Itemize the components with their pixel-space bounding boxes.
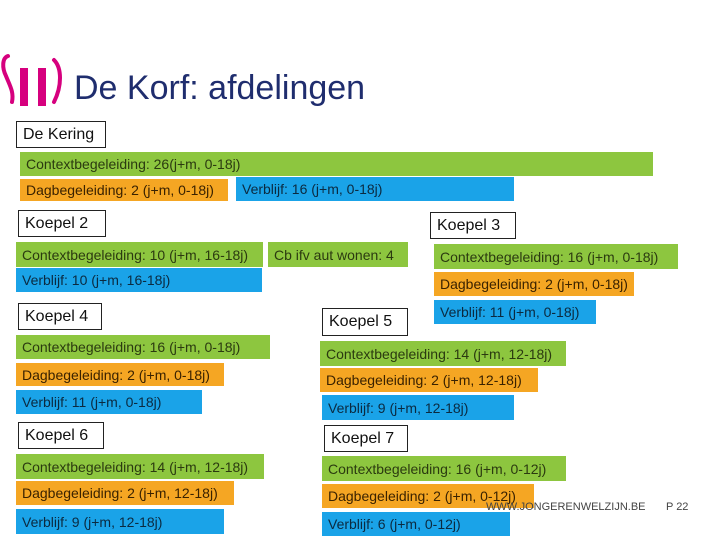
kering-label: De Kering [16,121,106,148]
koepel7-dag: Dagbegeleiding: 2 (j+m, 0-12j) [322,484,534,508]
jongerenwelzijn-logo [1,54,62,106]
koepel7-context: Contextbegeleiding: 16 (j+m, 0-12j) [322,456,566,481]
koepel4-verblijf: Verblijf: 11 (j+m, 0-18j) [16,390,202,414]
koepel7-verblijf: Verblijf: 6 (j+m, 0-12j) [322,512,510,536]
koepel3-verblijf: Verblijf: 11 (j+m, 0-18j) [434,300,596,324]
koepel3-dag: Dagbegeleiding: 2 (j+m, 0-18j) [434,272,634,296]
koepel3-label: Koepel 3 [430,212,516,239]
koepel6-label: Koepel 6 [18,422,104,449]
koepel5-context: Contextbegeleiding: 14 (j+m, 12-18j) [320,341,566,366]
kering-dag: Dagbegeleiding: 2 (j+m, 0-18j) [20,179,228,201]
koepel2-verblijf: Verblijf: 10 (j+m, 16-18j) [16,268,262,292]
footer-site: WWW.JONGERENWELZIJN.BE [486,501,646,513]
koepel6-context: Contextbegeleiding: 14 (j+m, 12-18j) [16,454,264,479]
koepel5-verblijf: Verblijf: 9 (j+m, 12-18j) [322,395,514,420]
koepel3-context: Contextbegeleiding: 16 (j+m, 0-18j) [434,244,678,269]
koepel2-label: Koepel 2 [18,210,106,237]
koepel4-context: Contextbegeleiding: 16 (j+m, 0-18j) [16,335,270,359]
footer-page: P 22 [666,501,689,513]
kering-verblijf: Verblijf: 16 (j+m, 0-18j) [236,177,514,201]
koepel4-dag: Dagbegeleiding: 2 (j+m, 0-18j) [16,363,224,386]
koepel6-verblijf: Verblijf: 9 (j+m, 12-18j) [16,509,224,534]
koepel2-cb-ifv: Cb ifv aut wonen: 4 [268,242,408,267]
koepel5-dag: Dagbegeleiding: 2 (j+m, 12-18j) [320,368,538,392]
koepel4-label: Koepel 4 [18,303,102,330]
koepel2-context: Contextbegeleiding: 10 (j+m, 16-18j) [16,242,263,267]
page-title: De Korf: afdelingen [74,69,366,107]
kering-context: Contextbegeleiding: 26(j+m, 0-18j) [20,152,653,176]
koepel7-label: Koepel 7 [324,425,408,452]
koepel5-label: Koepel 5 [322,308,408,336]
koepel6-dag: Dagbegeleiding: 2 (j+m, 12-18j) [16,481,234,505]
